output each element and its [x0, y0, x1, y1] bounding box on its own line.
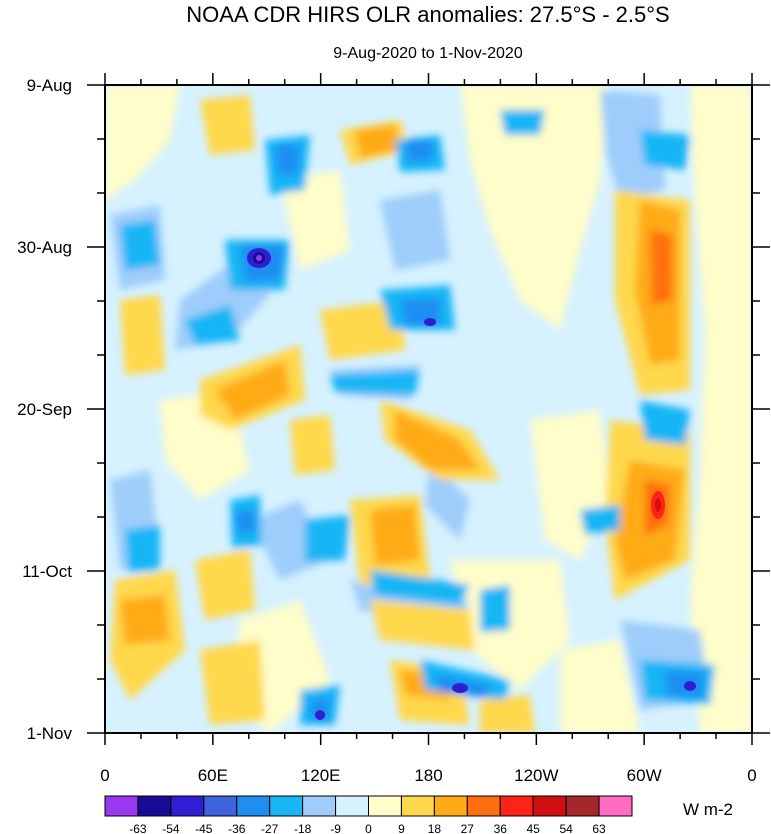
y-tick-label: 20-Sep — [17, 400, 72, 419]
negative-anomaly-patch — [185, 305, 240, 345]
peak-positive-patch — [650, 230, 672, 305]
positive-anomaly-patch — [120, 295, 165, 375]
colorbar-swatch — [499, 795, 534, 817]
x-tick-label: 60E — [198, 766, 228, 785]
positive-anomaly-patch — [290, 415, 335, 475]
strong-positive-patch — [120, 595, 170, 645]
colorbar-swatch — [335, 795, 369, 817]
y-axis: 9-Aug 30-Aug 20-Sep 11-Oct 1-Nov — [17, 76, 770, 743]
colorbar-swatch — [170, 795, 205, 817]
chart-title: NOAA CDR HIRS OLR anomalies: 27.5°S - 2.… — [186, 2, 669, 27]
colorbar-units: W m-2 — [683, 800, 733, 819]
positive-anomaly-patch — [320, 300, 405, 360]
colorbar-level-label: 54 — [559, 822, 573, 834]
weak-negative-patch — [380, 190, 450, 270]
x-tick-label: 60W — [627, 766, 662, 785]
colorbar-swatch — [302, 795, 337, 817]
positive-anomaly-patch — [195, 550, 255, 620]
x-tick-label: 0 — [100, 766, 109, 785]
strong-positive-patch — [215, 360, 290, 420]
negative-anomaly-patch — [125, 525, 160, 572]
negative-anomaly-patch — [330, 370, 420, 395]
chart-subtitle: 9-Aug-2020 to 1-Nov-2020 — [333, 45, 523, 62]
colorbar-level-label: 45 — [527, 822, 541, 834]
strong-negative-patch — [235, 510, 255, 533]
colorbar-swatch — [137, 795, 172, 817]
colorbar-swatch — [269, 795, 304, 817]
weak-positive-patch — [105, 85, 180, 200]
deep-negative-core — [452, 683, 468, 693]
positive-anomaly-patch — [200, 640, 265, 725]
colorbar-swatch — [532, 795, 567, 817]
colorbar-swatch — [400, 795, 435, 817]
colorbar-swatch — [236, 795, 271, 817]
x-axis: 0 60E 120E 180 120W 60W 0 — [100, 73, 757, 785]
colorbar-level-label: -18 — [294, 822, 312, 834]
anomaly-texture — [105, 85, 752, 733]
weak-positive-patch — [280, 170, 350, 270]
strong-negative-patch — [405, 140, 435, 162]
colorbar-level-label: 0 — [365, 822, 372, 834]
colorbar-level-label: -45 — [195, 822, 213, 834]
colorbar-swatch — [433, 795, 468, 817]
y-tick-label: 9-Aug — [27, 76, 72, 95]
colorbar-level-label: 18 — [428, 822, 442, 834]
peak-positive-core — [655, 498, 661, 512]
positive-anomaly-patch — [480, 695, 535, 733]
colorbar-level-label: 27 — [461, 822, 475, 834]
colorbar-level-label: 63 — [592, 822, 606, 834]
strong-negative-patch — [275, 145, 300, 175]
negative-anomaly-patch — [640, 400, 690, 445]
colorbar: -63 -54 -45 -36 -27 -18 -9 0 9 18 27 36 45 54 63 — [104, 795, 633, 834]
negative-anomaly-patch — [580, 505, 620, 535]
y-tick-label: 1-Nov — [27, 724, 73, 743]
negative-anomaly-patch — [640, 130, 690, 170]
weak-positive-patch — [460, 85, 610, 330]
negative-anomaly-patch — [305, 515, 350, 562]
colorbar-level-label: -54 — [162, 822, 180, 834]
colorbar-swatch — [598, 795, 633, 817]
weak-negative-patch — [425, 460, 470, 540]
weak-positive-patch — [560, 640, 640, 733]
negative-anomaly-patch — [480, 585, 510, 632]
weak-positive-patch — [690, 85, 752, 733]
negative-anomaly-patch — [370, 570, 470, 605]
colorbar-level-label: -27 — [261, 822, 279, 834]
colorbar-level-label: 9 — [398, 822, 405, 834]
colorbar-level-label: -36 — [228, 822, 246, 834]
x-tick-label: 0 — [747, 766, 756, 785]
strong-positive-patch — [370, 505, 420, 565]
negative-anomaly-patch — [500, 110, 545, 135]
x-tick-label: 120E — [301, 766, 341, 785]
x-tick-label: 180 — [414, 766, 442, 785]
deep-negative-core — [315, 710, 325, 720]
colorbar-swatch — [368, 795, 402, 817]
positive-anomaly-patch — [200, 95, 255, 155]
strong-positive-patch — [355, 125, 400, 158]
plot-area — [105, 85, 752, 733]
strong-positive-patch — [395, 410, 480, 470]
colorbar-swatch — [565, 795, 600, 817]
x-tick-label: 120W — [514, 766, 558, 785]
negative-anomaly-patch — [120, 220, 160, 270]
colorbar-level-label: 36 — [494, 822, 508, 834]
colorbar-level-label: -63 — [129, 822, 147, 834]
deep-negative-core — [256, 255, 262, 261]
deep-negative-core — [424, 318, 436, 326]
colorbar-swatch — [104, 795, 139, 817]
y-tick-label: 11-Oct — [22, 562, 72, 581]
y-tick-label: 30-Aug — [17, 238, 72, 257]
colorbar-swatch — [466, 795, 501, 817]
colorbar-swatch — [203, 795, 238, 817]
weak-negative-patch — [600, 90, 665, 200]
positive-anomaly-patch — [370, 600, 475, 650]
colorbar-level-label: -9 — [330, 822, 341, 834]
deep-negative-core — [684, 681, 696, 691]
